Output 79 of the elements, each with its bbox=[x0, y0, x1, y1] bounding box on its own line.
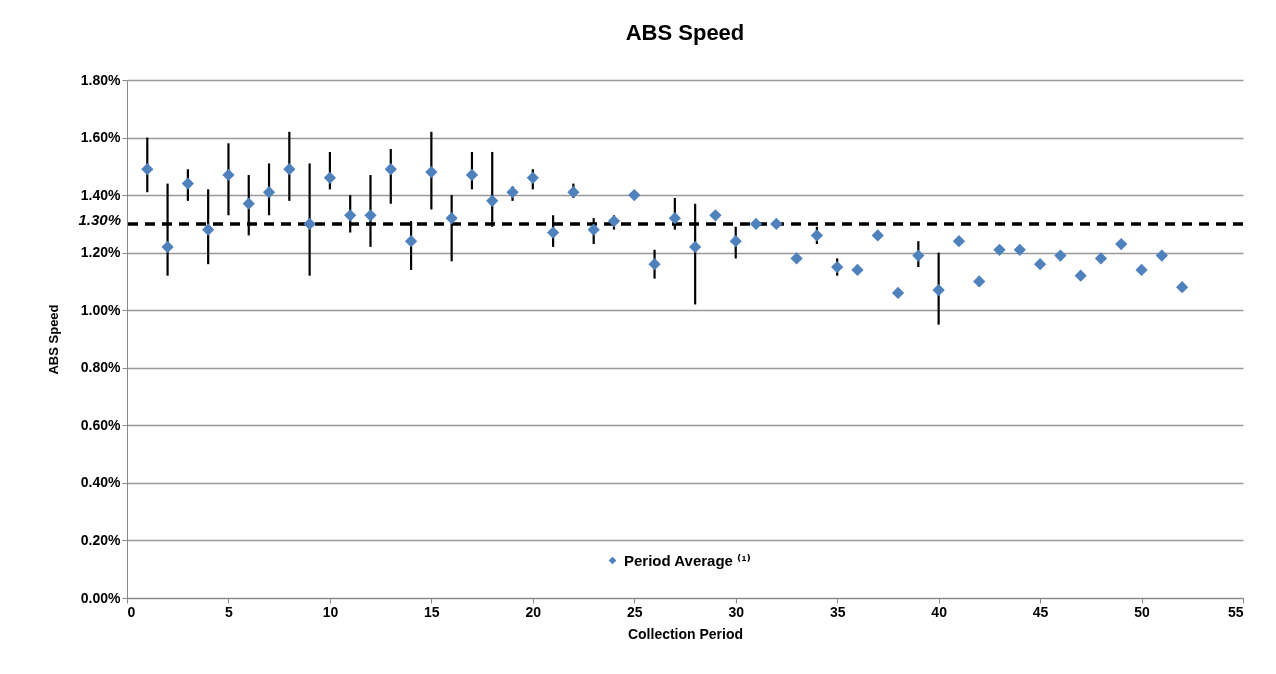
point bbox=[1074, 269, 1087, 282]
point bbox=[546, 226, 560, 239]
point bbox=[283, 163, 296, 176]
y-tick-label: 0.00% bbox=[80, 589, 122, 606]
point bbox=[445, 212, 458, 225]
point bbox=[952, 235, 966, 248]
x-tick-label: 10 bbox=[322, 603, 339, 620]
point bbox=[344, 209, 357, 222]
point bbox=[648, 258, 661, 271]
x-tick-label: 45 bbox=[1032, 603, 1049, 620]
y-tick-label: 0.80% bbox=[80, 359, 122, 376]
legend-label: Period Average ⁽¹⁾ bbox=[624, 551, 751, 569]
y-tick-label: 0.20% bbox=[80, 531, 122, 548]
x-tick-label: 20 bbox=[525, 603, 542, 620]
point bbox=[161, 240, 174, 254]
y-tick-label: 1.80% bbox=[80, 71, 122, 88]
point bbox=[932, 283, 945, 297]
point bbox=[851, 263, 864, 277]
point bbox=[364, 209, 377, 222]
x-tick-label: 15 bbox=[424, 603, 440, 620]
point bbox=[303, 217, 316, 231]
point bbox=[709, 209, 722, 222]
point bbox=[1013, 243, 1026, 256]
x-tick-label: 5 bbox=[225, 603, 234, 620]
x-tick-label: 35 bbox=[829, 603, 846, 620]
point bbox=[689, 240, 702, 254]
point bbox=[993, 243, 1006, 256]
y-tick-label: 0.60% bbox=[80, 416, 122, 433]
x-tick-label: 55 bbox=[1227, 603, 1244, 620]
point bbox=[607, 214, 621, 228]
point bbox=[1135, 263, 1148, 277]
point bbox=[506, 186, 519, 199]
point bbox=[242, 197, 255, 210]
point bbox=[181, 177, 194, 190]
point bbox=[404, 235, 418, 248]
x-tick-label: 40 bbox=[931, 603, 948, 620]
point bbox=[262, 186, 276, 199]
point bbox=[384, 163, 397, 176]
y-tick-label: 1.20% bbox=[80, 244, 122, 261]
point bbox=[526, 171, 539, 184]
point bbox=[770, 217, 783, 231]
x-tick-label: 0 bbox=[127, 603, 136, 620]
point bbox=[1176, 281, 1189, 294]
point bbox=[425, 165, 438, 179]
point bbox=[831, 260, 844, 274]
y-tick-label: 0.40% bbox=[80, 474, 122, 491]
point bbox=[465, 168, 479, 182]
point bbox=[1033, 258, 1047, 271]
y-tick-label: 1.60% bbox=[80, 129, 122, 146]
x-tick-label: 30 bbox=[728, 603, 745, 620]
point bbox=[668, 212, 681, 225]
point bbox=[871, 229, 884, 242]
point bbox=[323, 171, 337, 184]
x-tick-label: 50 bbox=[1134, 603, 1151, 620]
y-axis-title: ABS Speed bbox=[45, 304, 61, 375]
point bbox=[222, 168, 235, 182]
x-axis-title: Collection Period bbox=[627, 625, 744, 642]
point bbox=[1054, 249, 1067, 262]
point bbox=[973, 275, 986, 288]
point bbox=[486, 194, 499, 207]
point bbox=[790, 252, 803, 265]
ref-line-label: 1.30% bbox=[78, 210, 121, 228]
point bbox=[749, 217, 763, 231]
point bbox=[628, 188, 641, 202]
point bbox=[912, 249, 925, 262]
chart-title: ABS Speed bbox=[625, 20, 745, 45]
point bbox=[810, 229, 824, 242]
point bbox=[141, 163, 154, 176]
point bbox=[1115, 237, 1128, 251]
x-tick-label: 25 bbox=[626, 603, 643, 620]
point bbox=[587, 223, 600, 236]
point bbox=[729, 235, 742, 248]
point bbox=[567, 186, 580, 199]
point bbox=[891, 286, 905, 300]
y-tick-label: 1.40% bbox=[80, 186, 122, 203]
y-tick-label: 1.00% bbox=[80, 301, 122, 318]
point bbox=[1094, 252, 1108, 265]
point bbox=[202, 223, 215, 236]
point bbox=[1155, 249, 1168, 262]
